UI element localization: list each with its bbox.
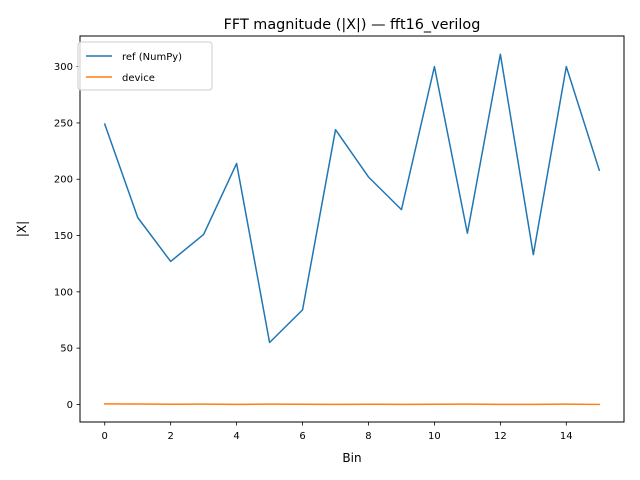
y-tick-label: 50 (60, 344, 73, 355)
series-line-0 (103, 53, 601, 344)
legend-label-1: device (122, 73, 155, 84)
series-layer (103, 53, 601, 406)
x-tick-label: 8 (365, 431, 371, 442)
x-tick-label: 6 (299, 431, 305, 442)
chart-title: FFT magnitude (|X|) — fft16_verilog (224, 17, 481, 33)
y-axis-label: |X| (15, 221, 29, 237)
legend-box (77, 41, 213, 91)
series-line-1 (103, 403, 601, 406)
y-tick-label: 200 (54, 175, 73, 186)
y-tick-label: 300 (54, 62, 73, 73)
x-tick-label: 12 (494, 431, 507, 442)
y-tick-label: 0 (67, 400, 73, 411)
x-tick-label: 10 (428, 431, 441, 442)
plot-frame (79, 35, 625, 423)
x-tick-label: 0 (102, 431, 108, 442)
x-axis-label: Bin (342, 451, 361, 465)
y-tick-label: 100 (54, 287, 73, 298)
x-axis: 0 2 4 6 8 10 12 14 (102, 422, 573, 442)
legend: ref (NumPy) device (77, 41, 213, 91)
x-tick-label: 14 (560, 431, 573, 442)
legend-label-0: ref (NumPy) (122, 52, 182, 63)
y-tick-label: 250 (54, 118, 73, 129)
x-tick-label: 2 (167, 431, 173, 442)
y-tick-label: 150 (54, 231, 73, 242)
x-tick-label: 4 (233, 431, 239, 442)
